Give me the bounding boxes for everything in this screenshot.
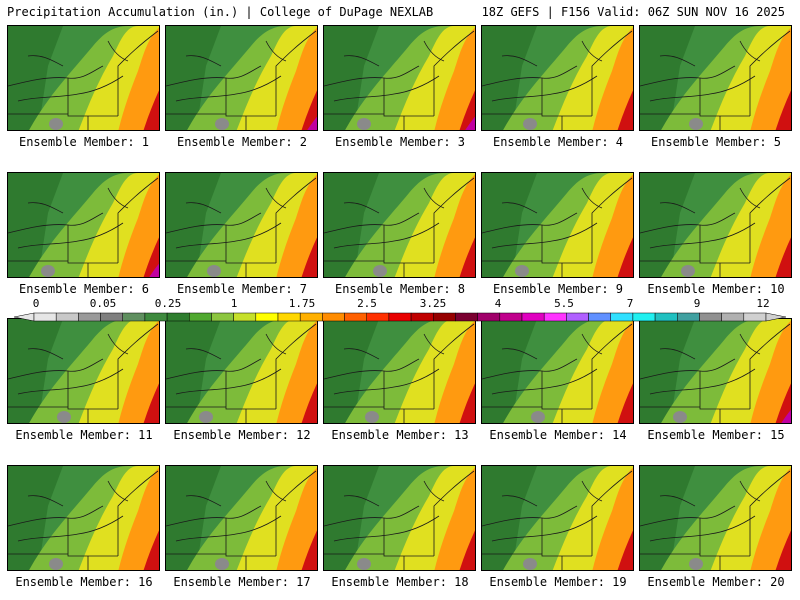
colorbar-segment [588, 312, 611, 322]
colorbar-tick-label: 7 [626, 297, 634, 310]
ensemble-member-caption: Ensemble Member: 7 [176, 282, 308, 296]
ensemble-member-map [323, 25, 476, 131]
ensemble-member-caption: Ensemble Member: 18 [331, 575, 469, 589]
colorbar-segment [211, 312, 234, 322]
ensemble-member-caption: Ensemble Member: 16 [15, 575, 153, 589]
colorbar-tick-label: 4 [494, 297, 502, 310]
colorbar-segment [743, 312, 767, 322]
ensemble-member-map [7, 25, 160, 131]
colorbar-segment [433, 312, 456, 322]
ensemble-member-map [7, 318, 160, 424]
ensemble-member-map [165, 25, 318, 131]
colorbar-segment [322, 312, 345, 322]
model-run-info: 18Z GEFS | F156 Valid: 06Z SUN NOV 16 20… [481, 5, 785, 19]
ensemble-member-map [639, 25, 792, 131]
colorbar-tick-label: 1.75 [288, 297, 316, 310]
ensemble-member-caption: Ensemble Member: 2 [176, 135, 308, 149]
ensemble-member-caption: Ensemble Member: 10 [647, 282, 785, 296]
colorbar-segment [410, 312, 434, 322]
precipitation-colorbar [14, 312, 786, 322]
ensemble-member-map [323, 318, 476, 424]
ensemble-member-map [639, 318, 792, 424]
colorbar-segment [499, 312, 523, 322]
ensemble-member-caption: Ensemble Member: 9 [492, 282, 624, 296]
ensemble-member-map [7, 465, 160, 571]
ensemble-member-map [165, 465, 318, 571]
colorbar-segment [654, 312, 678, 322]
colorbar-segment [189, 312, 212, 322]
ensemble-member-caption: Ensemble Member: 6 [18, 282, 150, 296]
colorbar-segment [477, 312, 501, 322]
colorbar-segment [388, 312, 412, 322]
colorbar-segment [78, 312, 101, 322]
ensemble-member-map [481, 318, 634, 424]
ensemble-member-map [481, 172, 634, 278]
ensemble-member-caption: Ensemble Member: 13 [331, 428, 469, 442]
colorbar-segment [610, 312, 634, 322]
ensemble-member-map [7, 172, 160, 278]
colorbar-tick-label: 9 [693, 297, 701, 310]
colorbar-segment [100, 312, 123, 322]
colorbar-tick-label: 1 [230, 297, 238, 310]
colorbar-segment [255, 312, 279, 322]
colorbar-tick-label: 12 [756, 297, 770, 310]
ensemble-member-caption: Ensemble Member: 1 [18, 135, 150, 149]
map-title: Precipitation Accumulation (in.) | Colle… [7, 5, 434, 19]
colorbar-segment [677, 312, 700, 322]
ensemble-member-map [481, 465, 634, 571]
colorbar-right-arrow [765, 312, 786, 322]
colorbar-segment [233, 312, 257, 322]
colorbar-segment [566, 312, 589, 322]
colorbar-segment [699, 312, 722, 322]
colorbar-tick-label: 3.25 [419, 297, 447, 310]
colorbar-segment [33, 312, 57, 322]
ensemble-member-map [165, 172, 318, 278]
ensemble-member-caption: Ensemble Member: 20 [647, 575, 785, 589]
ensemble-member-map [639, 172, 792, 278]
colorbar-segment [166, 312, 190, 322]
colorbar-segment [144, 312, 168, 322]
ensemble-member-caption: Ensemble Member: 8 [334, 282, 466, 296]
ensemble-member-caption: Ensemble Member: 3 [334, 135, 466, 149]
colorbar-segment [277, 312, 301, 322]
ensemble-member-map [165, 318, 318, 424]
ensemble-member-map [639, 465, 792, 571]
colorbar-segment [721, 312, 745, 322]
colorbar-tick-label: 0 [32, 297, 40, 310]
colorbar-segment [366, 312, 390, 322]
colorbar-tick-label: 0.25 [154, 297, 182, 310]
colorbar-segment [455, 312, 478, 322]
ensemble-member-caption: Ensemble Member: 11 [15, 428, 153, 442]
colorbar-segment [632, 312, 656, 322]
colorbar-left-arrow [14, 312, 35, 322]
colorbar-segment [543, 312, 567, 322]
colorbar-segment [521, 312, 545, 322]
ensemble-member-map [323, 172, 476, 278]
ensemble-member-caption: Ensemble Member: 15 [647, 428, 785, 442]
colorbar-tick-label: 2.5 [357, 297, 377, 310]
ensemble-member-caption: Ensemble Member: 4 [492, 135, 624, 149]
ensemble-member-caption: Ensemble Member: 5 [650, 135, 782, 149]
colorbar-segment [344, 312, 367, 322]
colorbar-segment [122, 312, 146, 322]
colorbar-tick-label: 5.5 [554, 297, 574, 310]
ensemble-member-caption: Ensemble Member: 17 [173, 575, 311, 589]
ensemble-member-map [323, 465, 476, 571]
colorbar-segment [55, 312, 79, 322]
ensemble-member-caption: Ensemble Member: 14 [489, 428, 627, 442]
ensemble-member-map [481, 25, 634, 131]
ensemble-member-caption: Ensemble Member: 19 [489, 575, 627, 589]
colorbar-tick-label: 0.05 [89, 297, 117, 310]
ensemble-member-caption: Ensemble Member: 12 [173, 428, 311, 442]
colorbar-segment [299, 312, 323, 322]
